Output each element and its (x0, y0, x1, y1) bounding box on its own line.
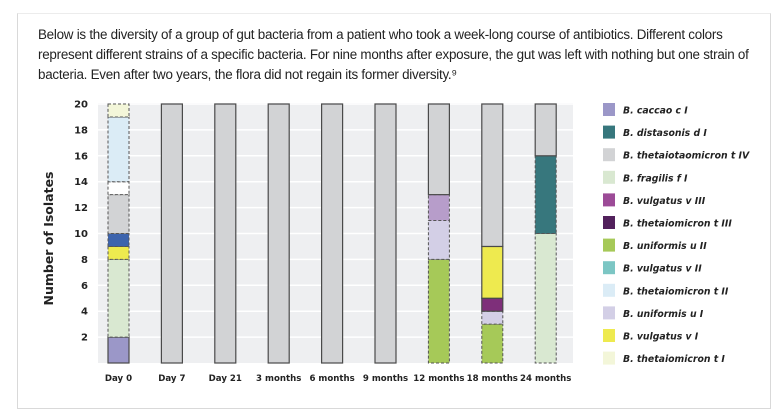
legend-swatch (603, 351, 615, 365)
bar-segment (481, 297, 504, 312)
legend-item: B. caccao c I (603, 103, 688, 117)
bar-segment (481, 103, 504, 248)
legend-item: B. uniformis u II (603, 238, 707, 252)
bars (107, 103, 557, 364)
bar-segment (427, 194, 450, 222)
bar-segment (374, 103, 397, 364)
bar-segment (107, 194, 130, 234)
legend: B. caccao c I B. distasonis d I B. thetaio… (603, 103, 750, 365)
legend-label: B. uniformis u I (623, 309, 704, 320)
y-tick-label: 6 (81, 281, 88, 292)
figure-frame (17, 13, 771, 409)
legend-swatch (603, 125, 615, 139)
bar-stack (267, 103, 290, 364)
bar-segment (427, 258, 450, 364)
legend-label: B. uniformis u II (623, 241, 707, 252)
legend-swatch (603, 193, 615, 207)
y-axis-label: Number of Isolates (41, 172, 56, 306)
legend-item: B. thetaiomicron t III (603, 216, 732, 230)
bar-segment (481, 323, 504, 364)
bar-stack (481, 103, 504, 364)
bar-segment (267, 103, 290, 364)
legend-label: B. vulgatus v II (623, 264, 702, 275)
legend-item: B. fragilis f I (603, 170, 688, 184)
bar-segment (427, 220, 450, 260)
x-tick-label: 18 months (467, 374, 518, 384)
legend-swatch (603, 306, 615, 320)
bar-segment (107, 103, 130, 118)
legend-swatch (603, 283, 615, 297)
bar-stack (160, 103, 183, 364)
x-tick-label: 3 months (256, 374, 301, 384)
bar-segment (534, 155, 557, 234)
legend-label: B. vulgatus v III (623, 196, 706, 207)
bar-segment (107, 116, 130, 183)
y-tick-label: 20 (74, 100, 88, 111)
y-tick-labels: 2 4 6 8 10 12 14 16 18 20 (74, 100, 88, 344)
legend-item: B. thetaiomicron t II (603, 283, 729, 297)
legend-swatch (603, 329, 615, 342)
legend-item: B. uniformis u I (603, 306, 704, 320)
x-tick-label: 24 months (520, 374, 571, 384)
legend-label: B. distasonis d I (623, 128, 707, 139)
legend-item: B. vulgatus v II (603, 261, 702, 275)
bar-segment (534, 103, 557, 157)
legend-swatch (603, 261, 615, 275)
legend-label: B. vulgatus v I (623, 332, 699, 343)
bar-segment (481, 245, 504, 299)
y-tick-label: 14 (74, 177, 88, 188)
y-tick-label: 18 (74, 125, 88, 136)
x-tick-label: Day 21 (209, 374, 242, 384)
legend-item: B. vulgatus v I (603, 329, 699, 343)
legend-item: B. vulgatus v III (603, 193, 706, 207)
y-tick-label: 10 (74, 229, 88, 240)
legend-swatch (603, 238, 615, 252)
y-tick-label: 16 (74, 151, 88, 162)
bar-segment (107, 233, 130, 247)
bar-stack (214, 103, 237, 364)
bar-stack (107, 103, 130, 364)
legend-label: B. fragilis f I (623, 173, 688, 184)
x-tick-label: Day 7 (158, 374, 185, 384)
bar-stack (374, 103, 397, 364)
bar-segment (107, 258, 130, 338)
bar-segment (107, 181, 130, 196)
legend-label: B. thetaiomicron t II (623, 286, 729, 297)
legend-item: B. thetaiomicron t I (603, 351, 725, 365)
bar-stack (534, 103, 557, 364)
y-tick-label: 8 (81, 255, 88, 266)
bar-segment (107, 336, 130, 364)
bar-segment (427, 103, 450, 196)
x-tick-labels: Day 0 Day 7 Day 21 3 months 6 months 9 months… (105, 374, 571, 384)
legend-swatch (603, 216, 615, 229)
bar-segment (321, 103, 344, 364)
bar-stack (321, 103, 344, 364)
figure-description: Below is the diversity of a group of gut… (38, 27, 749, 82)
legend-item: B. distasonis d I (603, 125, 707, 139)
y-tick-label: 12 (74, 203, 88, 214)
legend-label: B. caccao c I (623, 106, 688, 117)
bar-segment (214, 103, 237, 364)
legend-label: B. thetaiomicron t I (623, 354, 725, 365)
y-tick-label: 4 (81, 307, 88, 318)
legend-label: B. thetaiomicron t III (623, 219, 732, 230)
x-tick-label: 6 months (309, 374, 354, 384)
x-tick-label: 9 months (363, 374, 408, 384)
bar-segment (107, 245, 130, 260)
x-tick-label: 12 months (413, 374, 464, 384)
legend-label: B. thetaiotaomicron t IV (623, 151, 750, 162)
legend-swatch (603, 103, 615, 116)
legend-swatch (603, 148, 615, 162)
legend-swatch (603, 170, 615, 184)
bar-stack (427, 103, 450, 364)
legend-item: B. thetaiotaomicron t IV (603, 148, 750, 162)
bar-segment (160, 103, 183, 364)
bar-segment (481, 310, 504, 325)
x-tick-label: Day 0 (105, 374, 132, 384)
y-tick-label: 2 (81, 333, 88, 344)
bar-segment (534, 233, 557, 364)
